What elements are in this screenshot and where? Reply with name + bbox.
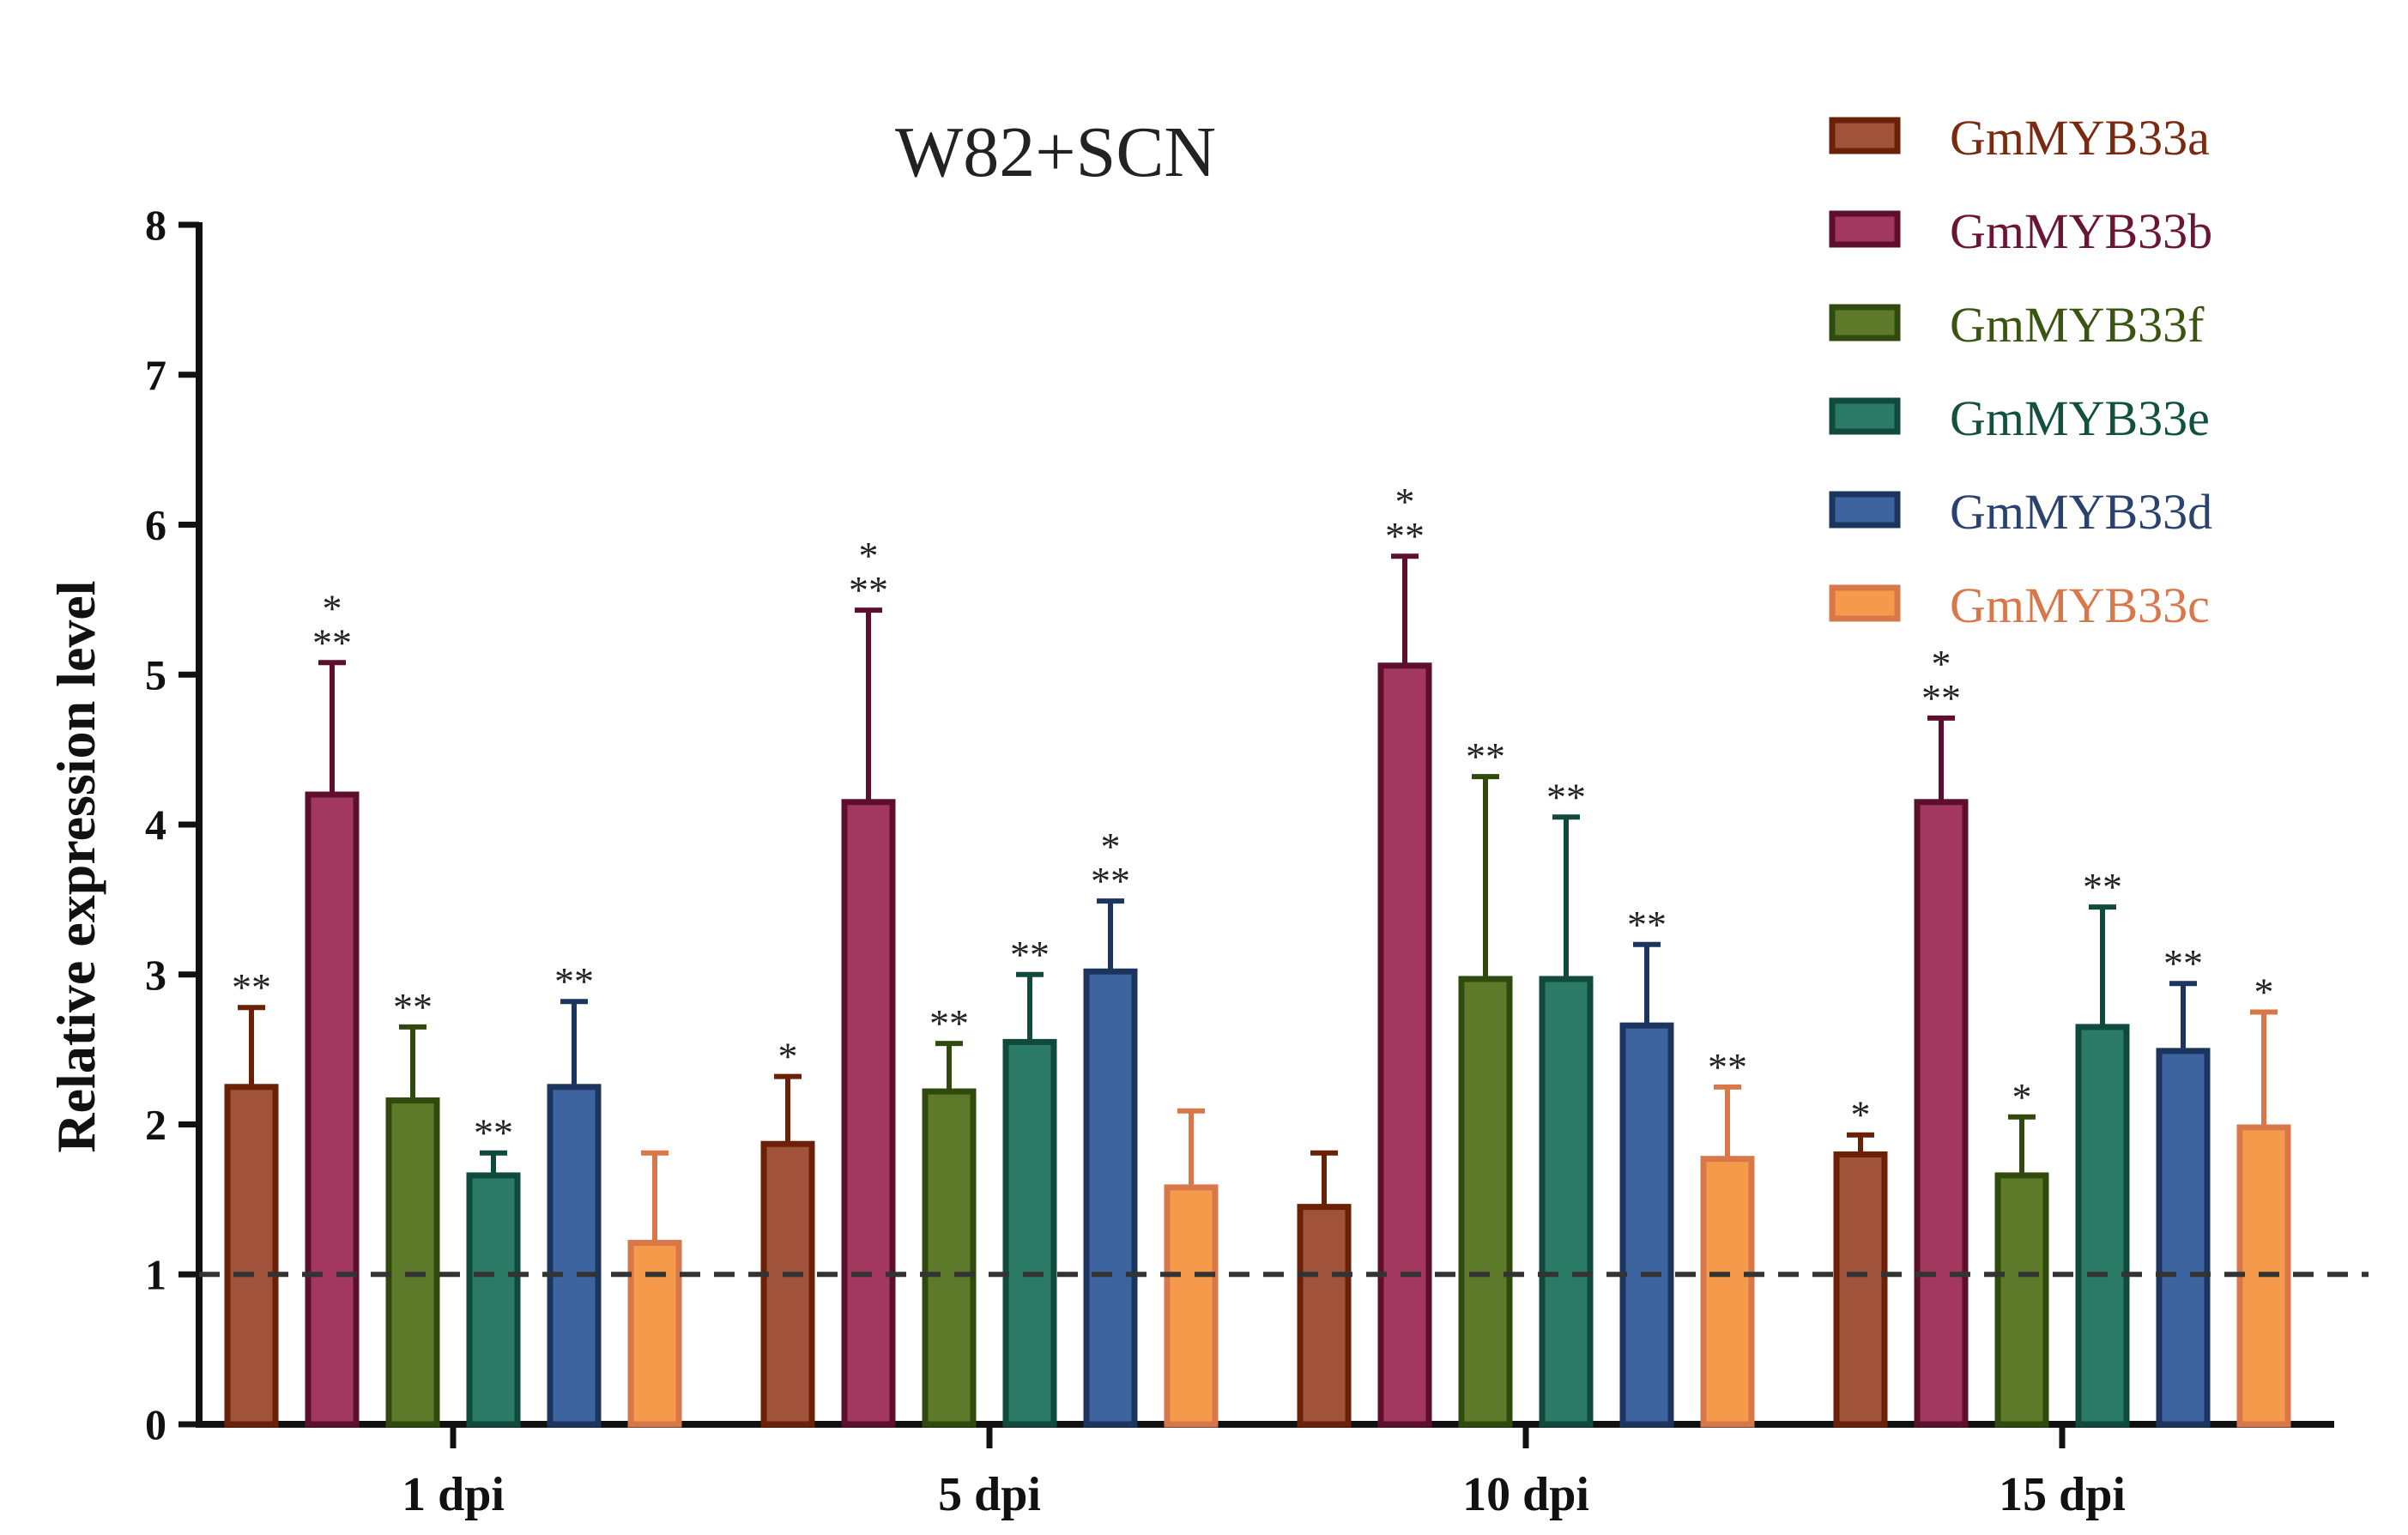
legend-swatch: [1829, 210, 1901, 248]
y-tick-label: 1: [145, 1250, 166, 1298]
chart-title: W82+SCN: [895, 112, 1216, 192]
bar: [1458, 976, 1513, 1428]
significance-label: **: [474, 1111, 513, 1155]
bar: [1002, 1038, 1057, 1428]
significance-label: **: [312, 620, 352, 664]
significance-label: **: [1708, 1045, 1747, 1089]
y-tick-label: 2: [145, 1101, 166, 1149]
x-tick-label: 1 dpi: [402, 1468, 505, 1521]
legend-swatch: [1829, 584, 1901, 622]
significance-label: **: [554, 959, 594, 1003]
significance-label: **: [232, 965, 271, 1009]
legend-label: GmMYB33b: [1950, 203, 2212, 259]
legend-label: GmMYB33f: [1950, 297, 2205, 353]
legend-swatch: [1829, 397, 1901, 435]
bar: [1833, 1151, 1888, 1428]
bar: [1377, 662, 1432, 1428]
legend-label: GmMYB33e: [1950, 390, 2210, 446]
y-axis-title: Relative expression level: [45, 580, 106, 1152]
significance-label: **: [1466, 734, 1505, 778]
bar: [1914, 799, 1969, 1428]
bar: [1619, 1022, 1674, 1428]
significance-label: **: [2083, 865, 2122, 909]
significance-label: *: [2012, 1075, 2032, 1119]
significance-label: **: [1921, 676, 1961, 720]
significance-label: *: [323, 586, 342, 630]
bar: [2156, 1048, 2211, 1428]
x-tick-label: 5 dpi: [938, 1468, 1041, 1521]
bar: [1539, 976, 1594, 1428]
legend-swatch: [1829, 117, 1901, 154]
significance-label: *: [859, 534, 879, 577]
significance-label: **: [929, 1001, 969, 1045]
legend-label: GmMYB33a: [1950, 110, 2210, 166]
y-tick-label: 7: [145, 351, 166, 399]
significance-label: **: [1546, 775, 1586, 819]
legend-label: GmMYB33d: [1950, 484, 2212, 540]
bar: [224, 1084, 279, 1428]
legend-label: GmMYB33c: [1950, 577, 2210, 633]
bar: [466, 1172, 521, 1428]
significance-label: *: [1851, 1093, 1871, 1137]
significance-label: **: [393, 985, 433, 1029]
bar: [1297, 1204, 1352, 1428]
y-tick-label: 0: [145, 1400, 166, 1448]
significance-label: **: [1010, 933, 1050, 976]
y-tick-label: 3: [145, 951, 166, 999]
significance-label: *: [2254, 970, 2274, 1013]
y-tick-label: 4: [145, 801, 166, 849]
bar: [1164, 1184, 1219, 1428]
significance-label: **: [1385, 514, 1425, 558]
significance-label: *: [1932, 642, 1951, 686]
bar: [922, 1088, 977, 1428]
bar: [627, 1240, 682, 1428]
significance-label: *: [1395, 480, 1415, 523]
bar: [547, 1084, 602, 1428]
significance-label: *: [778, 1035, 798, 1079]
legend: GmMYB33a GmMYB33b GmMYB33f GmMYB33e GmMYB33d…: [1829, 110, 2212, 633]
significance-label: **: [2163, 941, 2203, 985]
bar: [1700, 1156, 1755, 1428]
y-tick-label: 8: [145, 201, 166, 249]
significance-label: **: [1091, 859, 1130, 903]
y-tick-label: 5: [145, 650, 166, 698]
bar: [1994, 1172, 2049, 1428]
bar: [385, 1097, 440, 1428]
significance-label: **: [1627, 903, 1667, 946]
bar: [841, 799, 896, 1428]
x-tick-label: 10 dpi: [1462, 1468, 1589, 1521]
significance-label: **: [849, 568, 888, 612]
bar: [1083, 968, 1138, 1428]
bar: [2075, 1024, 2130, 1428]
x-tick-label: 15 dpi: [1999, 1468, 2126, 1521]
plot-area: 012345678*******************************…: [145, 201, 2369, 1521]
bar: [760, 1140, 815, 1428]
significance-label: *: [1101, 825, 1121, 868]
legend-swatch: [1829, 491, 1901, 529]
y-tick-label: 6: [145, 501, 166, 549]
legend-swatch: [1829, 304, 1901, 341]
bar: [305, 791, 360, 1428]
